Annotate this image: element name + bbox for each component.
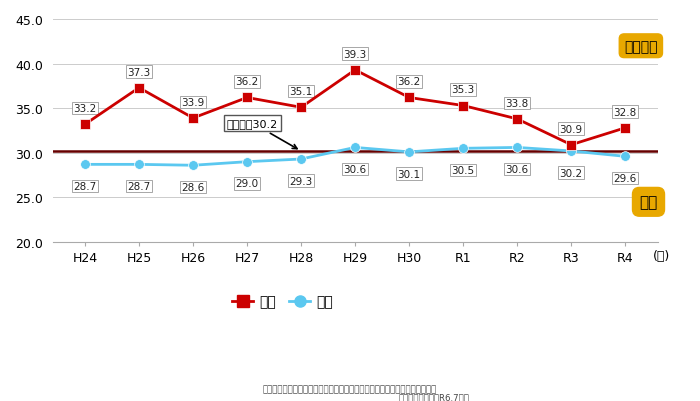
Text: 30.2: 30.2 <box>559 168 583 178</box>
Text: 36.2: 36.2 <box>235 77 259 87</box>
Text: 全国: 全国 <box>639 195 657 210</box>
Text: 29.6: 29.6 <box>614 174 637 184</box>
Text: 30.6: 30.6 <box>505 165 528 175</box>
Text: 28.7: 28.7 <box>74 182 97 192</box>
Text: 30.1: 30.1 <box>398 169 421 179</box>
Text: 28.6: 28.6 <box>181 182 204 192</box>
Text: 37.3: 37.3 <box>127 67 150 77</box>
Text: 30.6: 30.6 <box>344 165 367 175</box>
Text: 鹿児島県: 鹿児島県 <box>624 40 657 54</box>
Text: 33.9: 33.9 <box>181 97 204 107</box>
Text: 目標値：30.2: 目標値：30.2 <box>227 119 297 149</box>
Text: 35.1: 35.1 <box>290 87 313 97</box>
Text: 29.3: 29.3 <box>290 176 313 186</box>
Text: 32.8: 32.8 <box>614 107 637 117</box>
Text: 33.8: 33.8 <box>505 99 528 109</box>
Text: 28.7: 28.7 <box>127 182 150 192</box>
Text: 30.5: 30.5 <box>452 166 475 176</box>
Text: 【出典：わが国の慢性透析療法の現況（日本透析医学会）から引用，改変】: 【出典：わが国の慢性透析療法の現況（日本透析医学会）から引用，改変】 <box>263 384 437 393</box>
Text: 健康増課　改変　R6.7時点: 健康増課 改変 R6.7時点 <box>398 392 470 401</box>
Text: 33.2: 33.2 <box>74 104 97 114</box>
Legend: 本県, 全国: 本県, 全国 <box>227 289 338 314</box>
Text: 35.3: 35.3 <box>452 85 475 95</box>
Text: (年): (年) <box>653 249 671 262</box>
Text: 39.3: 39.3 <box>344 50 367 60</box>
Text: 30.9: 30.9 <box>559 124 583 134</box>
Text: 36.2: 36.2 <box>398 77 421 87</box>
Text: 29.0: 29.0 <box>235 179 258 189</box>
